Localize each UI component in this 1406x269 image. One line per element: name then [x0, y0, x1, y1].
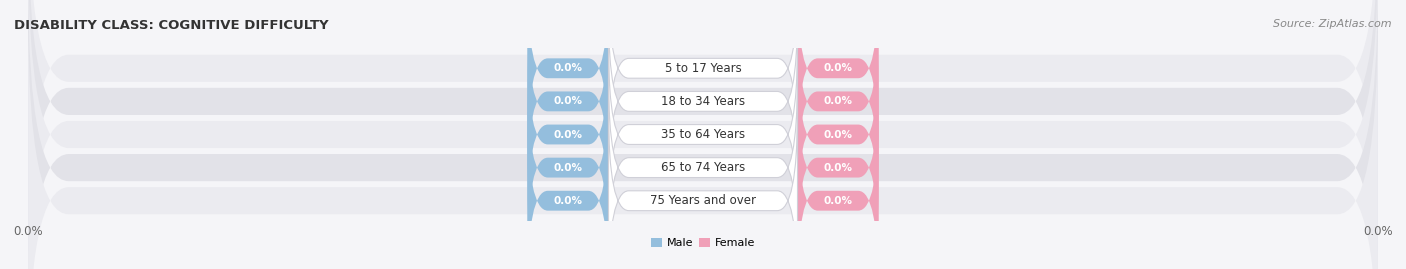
- FancyBboxPatch shape: [797, 12, 879, 191]
- FancyBboxPatch shape: [527, 111, 609, 269]
- FancyBboxPatch shape: [797, 111, 879, 269]
- FancyBboxPatch shape: [28, 0, 1378, 269]
- FancyBboxPatch shape: [609, 45, 797, 224]
- Text: 0.0%: 0.0%: [554, 162, 582, 173]
- FancyBboxPatch shape: [28, 0, 1378, 253]
- FancyBboxPatch shape: [609, 0, 797, 158]
- Text: 0.0%: 0.0%: [824, 63, 852, 73]
- FancyBboxPatch shape: [28, 0, 1378, 269]
- FancyBboxPatch shape: [28, 16, 1378, 269]
- Text: 0.0%: 0.0%: [554, 196, 582, 206]
- Text: 5 to 17 Years: 5 to 17 Years: [665, 62, 741, 75]
- Text: 0.0%: 0.0%: [554, 63, 582, 73]
- Text: 75 Years and over: 75 Years and over: [650, 194, 756, 207]
- FancyBboxPatch shape: [527, 78, 609, 257]
- FancyBboxPatch shape: [609, 78, 797, 257]
- Text: Source: ZipAtlas.com: Source: ZipAtlas.com: [1274, 19, 1392, 29]
- FancyBboxPatch shape: [609, 12, 797, 191]
- Text: 0.0%: 0.0%: [554, 96, 582, 107]
- FancyBboxPatch shape: [797, 45, 879, 224]
- FancyBboxPatch shape: [797, 78, 879, 257]
- FancyBboxPatch shape: [797, 0, 879, 158]
- Text: 18 to 34 Years: 18 to 34 Years: [661, 95, 745, 108]
- FancyBboxPatch shape: [527, 12, 609, 191]
- Text: 0.0%: 0.0%: [824, 96, 852, 107]
- Text: 0.0%: 0.0%: [824, 162, 852, 173]
- Text: DISABILITY CLASS: COGNITIVE DIFFICULTY: DISABILITY CLASS: COGNITIVE DIFFICULTY: [14, 19, 329, 32]
- FancyBboxPatch shape: [609, 111, 797, 269]
- Text: 35 to 64 Years: 35 to 64 Years: [661, 128, 745, 141]
- FancyBboxPatch shape: [527, 45, 609, 224]
- Text: 65 to 74 Years: 65 to 74 Years: [661, 161, 745, 174]
- Legend: Male, Female: Male, Female: [647, 233, 759, 253]
- FancyBboxPatch shape: [527, 0, 609, 158]
- Text: 0.0%: 0.0%: [824, 129, 852, 140]
- Text: 0.0%: 0.0%: [554, 129, 582, 140]
- FancyBboxPatch shape: [28, 0, 1378, 269]
- Text: 0.0%: 0.0%: [824, 196, 852, 206]
